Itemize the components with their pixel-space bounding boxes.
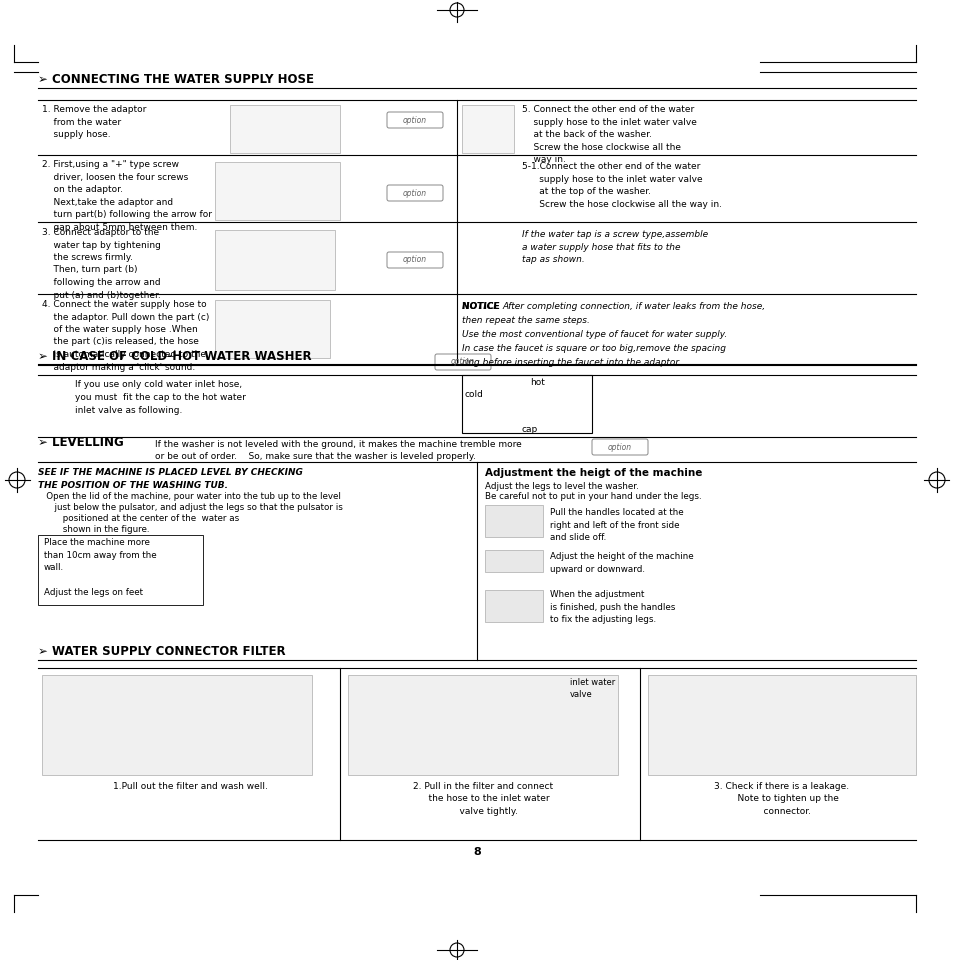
Text: Place the machine more
than 10cm away from the
wall.

Adjust the legs on feet: Place the machine more than 10cm away fr…: [44, 538, 156, 597]
Text: If the water tap is a screw type,assemble
a water supply hose that fits to the
t: If the water tap is a screw type,assembl…: [521, 230, 707, 264]
Text: then repeat the same steps.: then repeat the same steps.: [461, 316, 589, 325]
Text: 4. Connect the water supply hose to
    the adaptor. Pull down the part (c)
    : 4. Connect the water supply hose to the …: [42, 300, 209, 372]
Text: NOTICE: NOTICE: [461, 302, 502, 311]
Text: Open the lid of the machine, pour water into the tub up to the level: Open the lid of the machine, pour water …: [38, 492, 340, 501]
Bar: [647, 675, 915, 775]
Text: If you use only cold water inlet hose,
you must  fit the cap to the hot water
in: If you use only cold water inlet hose, y…: [75, 380, 246, 416]
FancyBboxPatch shape: [387, 185, 442, 201]
Bar: [214, 300, 330, 358]
Text: NOTICE: NOTICE: [461, 302, 502, 311]
Text: SEE IF THE MACHINE IS PLACED LEVEL BY CHECKING
THE POSITION OF THE WASHING TUB.: SEE IF THE MACHINE IS PLACED LEVEL BY CH…: [38, 468, 302, 490]
Text: Pull the handles located at the
right and left of the front side
and slide off.: Pull the handles located at the right an…: [550, 508, 683, 542]
Text: When the adjustment
is finished, push the handles
to fix the adjusting legs.: When the adjustment is finished, push th…: [550, 590, 675, 624]
Text: option: option: [451, 357, 475, 367]
Text: Adjust the legs to level the washer.: Adjust the legs to level the washer.: [484, 482, 639, 491]
FancyBboxPatch shape: [387, 252, 442, 268]
Text: ➢ CONNECTING THE WATER SUPPLY HOSE: ➢ CONNECTING THE WATER SUPPLY HOSE: [38, 73, 314, 86]
Text: ➢ LEVELLING: ➢ LEVELLING: [38, 437, 124, 449]
Text: cold: cold: [464, 390, 483, 399]
Text: 2. First,using a "+" type screw
    driver, loosen the four screws
    on the ad: 2. First,using a "+" type screw driver, …: [42, 160, 212, 231]
Bar: [484, 590, 542, 622]
FancyBboxPatch shape: [435, 354, 491, 370]
Bar: [461, 105, 514, 153]
Text: 3. Connect adaptor to the
    water tap by tightening
    the screws firmly.
   : 3. Connect adaptor to the water tap by t…: [42, 228, 161, 300]
Text: Adjustment the heigt of the machine: Adjustment the heigt of the machine: [484, 468, 701, 478]
Bar: [38, 535, 203, 605]
Text: or be out of order.    So, make sure that the washer is leveled properly.: or be out of order. So, make sure that t…: [154, 452, 476, 461]
Bar: [484, 505, 542, 537]
Text: option: option: [402, 188, 427, 198]
Bar: [214, 162, 339, 220]
FancyBboxPatch shape: [387, 112, 442, 128]
Text: option: option: [402, 255, 427, 265]
Text: option: option: [402, 115, 427, 125]
FancyBboxPatch shape: [592, 439, 647, 455]
Text: In case the faucet is square or too big,remove the spacing: In case the faucet is square or too big,…: [461, 344, 725, 353]
Text: 3. Check if there is a leakage.
    Note to tighten up the
    connector.: 3. Check if there is a leakage. Note to …: [714, 782, 849, 816]
Text: cap: cap: [521, 425, 537, 434]
Text: 2. Pull in the filter and connect
    the hose to the inlet water
    valve tigh: 2. Pull in the filter and connect the ho…: [413, 782, 553, 816]
Text: just below the pulsator, and adjust the legs so that the pulsator is: just below the pulsator, and adjust the …: [38, 503, 342, 512]
Text: positioned at the center of the  water as: positioned at the center of the water as: [38, 514, 239, 523]
Bar: [484, 550, 542, 572]
Text: Be careful not to put in your hand under the legs.: Be careful not to put in your hand under…: [484, 492, 700, 501]
Text: Use the most conventional type of faucet for water supply.: Use the most conventional type of faucet…: [461, 330, 726, 339]
Bar: [348, 675, 618, 775]
Text: 1. Remove the adaptor
    from the water
    supply hose.: 1. Remove the adaptor from the water sup…: [42, 105, 146, 139]
Text: If the washer is not leveled with the ground, it makes the machine tremble more: If the washer is not leveled with the gr…: [154, 440, 521, 449]
Text: ➢ WATER SUPPLY CONNECTOR FILTER: ➢ WATER SUPPLY CONNECTOR FILTER: [38, 645, 285, 658]
Text: ➢ IN CASE OF COLD-HOT WATER WASHER: ➢ IN CASE OF COLD-HOT WATER WASHER: [38, 350, 312, 363]
Text: inlet water
valve: inlet water valve: [569, 678, 615, 699]
Text: ring before inserting the faucet into the adaptor.: ring before inserting the faucet into th…: [461, 358, 680, 367]
Bar: [214, 230, 335, 290]
Text: 1.Pull out the filter and wash well.: 1.Pull out the filter and wash well.: [112, 782, 267, 791]
Bar: [230, 105, 339, 153]
Text: After completing connection, if water leaks from the hose,: After completing connection, if water le…: [501, 302, 764, 311]
Text: Adjust the height of the machine
upward or downward.: Adjust the height of the machine upward …: [550, 552, 693, 573]
Text: 5-1.Connect the other end of the water
      supply hose to the inlet water valv: 5-1.Connect the other end of the water s…: [521, 162, 721, 208]
Bar: [42, 675, 312, 775]
Text: shown in the figure.: shown in the figure.: [38, 525, 150, 534]
Text: hot: hot: [530, 378, 544, 387]
Text: 8: 8: [473, 847, 480, 857]
Text: 5. Connect the other end of the water
    supply hose to the inlet water valve
 : 5. Connect the other end of the water su…: [521, 105, 696, 164]
Text: option: option: [607, 443, 632, 451]
Bar: [461, 375, 592, 433]
